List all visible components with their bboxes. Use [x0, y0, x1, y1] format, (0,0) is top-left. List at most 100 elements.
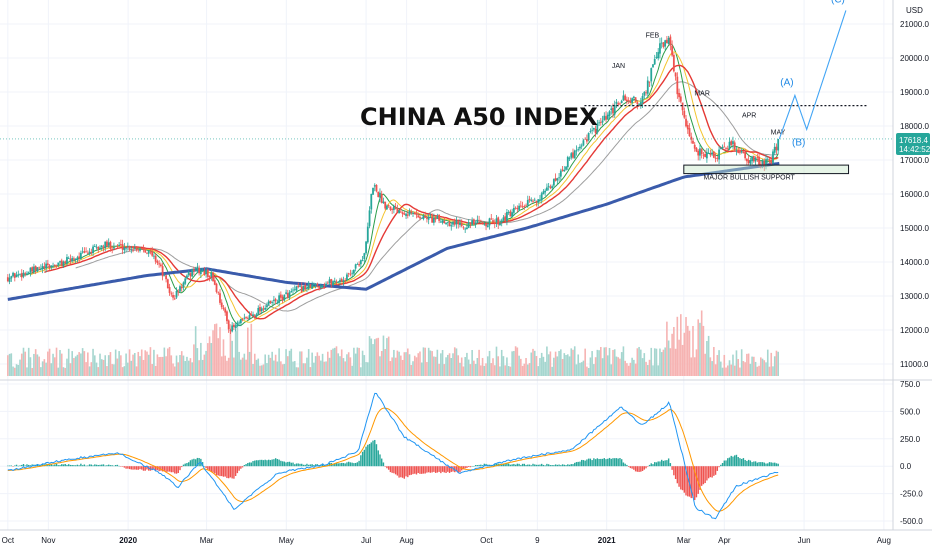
macd-histogram-bar: [760, 462, 762, 467]
macd-histogram-bar: [530, 465, 532, 467]
macd-histogram-bar: [121, 466, 124, 467]
volume-bar: [624, 360, 626, 376]
volume-bar: [436, 349, 439, 376]
volume-bar: [598, 350, 600, 376]
volume-bar: [43, 359, 46, 376]
volume-bar: [419, 351, 421, 376]
last-price-value: 17618.4: [899, 136, 928, 145]
candle-body: [34, 266, 37, 271]
macd-histogram-bar: [273, 459, 275, 467]
macd-histogram-bar: [504, 464, 506, 467]
candle-body: [359, 260, 362, 265]
candle-body: [674, 72, 677, 77]
candle-body: [166, 279, 169, 289]
volume-bar: [492, 358, 494, 376]
candle-body: [236, 323, 239, 327]
macd-histogram-bar: [135, 466, 138, 470]
volume-bar: [213, 324, 216, 376]
candle-body: [135, 247, 138, 250]
volume-bar: [603, 347, 606, 376]
candle-body: [396, 208, 399, 213]
candle-body: [669, 36, 672, 46]
macd-histogram-bar: [269, 460, 272, 467]
annotation-label: FEB: [646, 33, 660, 40]
volume-bar: [580, 362, 583, 376]
candle-body: [346, 274, 348, 280]
macd-histogram-bar: [721, 463, 724, 467]
macd-histogram-bar: [494, 463, 496, 467]
volume-bar: [292, 361, 294, 376]
candle-body: [344, 279, 347, 281]
volume-bar: [535, 356, 538, 376]
candle-body: [151, 251, 154, 256]
annotation-label: MAJOR BULLISH SUPPORT: [704, 174, 796, 181]
candle-body: [631, 98, 634, 103]
macd-histogram-bar: [271, 459, 273, 467]
macd-histogram-bar: [454, 466, 456, 473]
candle-body: [735, 150, 738, 152]
candle-body: [711, 152, 714, 155]
candle-body: [619, 103, 621, 105]
volume-bar: [504, 365, 506, 376]
candle-body: [196, 266, 199, 271]
volume-bar: [565, 354, 567, 376]
candle-body: [589, 131, 592, 132]
candle-body: [700, 149, 703, 155]
macd-histogram-bar: [450, 466, 452, 472]
macd-histogram-bar: [127, 466, 129, 469]
volume-bar: [497, 356, 500, 376]
candle-body: [245, 316, 247, 318]
macd-histogram-bar: [765, 463, 767, 467]
macd-histogram-bar: [285, 462, 287, 467]
macd-histogram-bar: [73, 465, 75, 467]
candle-body: [419, 216, 421, 219]
candle-body: [128, 245, 131, 250]
candle-body: [737, 149, 740, 153]
volume-bar: [714, 364, 717, 376]
macd-histogram-bar: [676, 466, 679, 484]
macd-histogram-bar: [267, 459, 270, 467]
macd-histogram-bar: [554, 464, 557, 467]
macd-histogram-bar: [591, 460, 593, 467]
candle-body: [335, 281, 338, 283]
candle-body: [205, 270, 207, 275]
macd-histogram-bar: [718, 466, 720, 468]
macd-histogram-bar: [714, 466, 717, 475]
macd-histogram-bar: [196, 457, 199, 467]
candle-body: [638, 104, 640, 105]
macd-histogram-bar: [433, 466, 435, 472]
candle-body: [707, 152, 710, 154]
volume-bar: [52, 353, 54, 376]
volume-bar: [702, 325, 705, 376]
candle-body: [199, 271, 202, 275]
last-price-tag-bg: [896, 133, 930, 155]
candle-body: [227, 320, 230, 330]
macd-histogram-bar: [716, 466, 719, 471]
candle-body: [558, 177, 560, 179]
volume-bar: [678, 339, 680, 376]
macd-histogram-bar: [667, 458, 670, 467]
volume-bar: [619, 358, 621, 376]
volume-bar: [605, 347, 607, 376]
volume-bar: [502, 356, 505, 376]
ma-fast-line: [19, 43, 779, 327]
volume-bar: [102, 359, 105, 376]
candle-body: [332, 281, 334, 285]
candle-body: [159, 264, 162, 267]
volume-bar: [652, 365, 654, 376]
candle-body: [532, 200, 534, 202]
volume-bar: [233, 357, 235, 376]
macd-histogram-bar: [74, 465, 77, 467]
volume-bar: [478, 349, 480, 376]
candle-body: [41, 266, 44, 270]
volume-bar: [118, 351, 120, 376]
candle-body: [549, 186, 552, 189]
candle-body: [777, 138, 780, 151]
volume-bar: [311, 352, 313, 376]
volume-bar: [180, 351, 183, 376]
macd-histogram-bar: [88, 464, 91, 467]
macd-histogram-bar: [151, 466, 153, 471]
candle-body: [528, 198, 531, 201]
candle-body: [177, 291, 180, 293]
candle-body: [584, 138, 587, 140]
